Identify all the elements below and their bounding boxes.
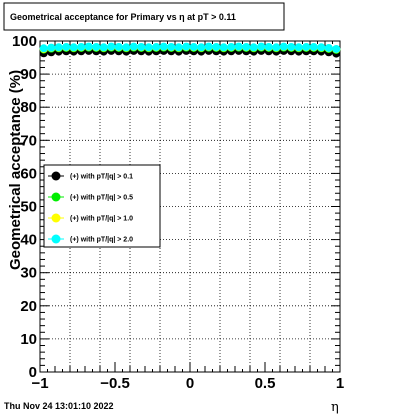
data-point [137,42,146,51]
data-point [249,43,258,52]
data-point [77,42,86,51]
y-tick-label: 70 [20,132,37,149]
x-axis-label: η [331,400,339,414]
data-point [159,42,168,51]
legend-label: (+) with pT/|q| > 2.0 [70,237,133,244]
legend-entry: (+) with pT/|q| > 0.5 [48,192,133,202]
data-point [69,43,78,52]
data-series [39,42,341,58]
data-point [129,42,138,51]
data-point [279,42,288,51]
data-point [47,43,56,52]
y-tick-label: 40 [20,232,37,249]
data-point [204,42,213,51]
legend-box [43,164,161,248]
legend-label: (+) with pT/|q| > 0.1 [70,174,133,181]
x-tick-labels: −1 −0.5 0 0.5 1 [31,375,344,392]
data-point [107,42,116,51]
legend: (+) with pT/|q| > 0.1 (+) with pT/|q| > 0… [43,164,161,248]
data-point [242,42,251,51]
legend-label: (+) with pT/|q| > 1.0 [70,216,133,223]
legend-entries: (+) with pT/|q| > 0.1 (+) with pT/|q| > 0… [48,171,133,244]
data-point [287,42,296,51]
data-point [324,43,333,52]
y-tick-label: 20 [20,298,37,315]
data-point [257,42,266,51]
data-point [234,42,243,51]
data-point [317,43,326,52]
data-point [54,43,63,52]
x-tick-label: 0.5 [255,375,276,392]
x-tick-label: −0.5 [100,375,130,392]
data-point [167,42,176,51]
legend-marker [51,234,61,244]
data-point [272,43,281,52]
y-axis-label: Geometrical acceptance (%) [7,70,24,270]
data-point [197,43,206,52]
data-point [212,42,221,51]
series-4 [39,42,341,53]
data-point [309,42,318,51]
x-tick-label: 1 [336,375,344,392]
data-point [219,43,228,52]
legend-marker [51,213,61,223]
y-tick-label: 100 [12,33,37,50]
data-point [302,42,311,51]
chart-title: Geometrical acceptance for Primary vs η … [10,12,236,22]
data-point [114,42,123,51]
data-point [152,42,161,51]
data-point [144,43,153,52]
y-tick-labels: 0 10 20 30 40 50 60 70 80 90 100 [12,33,37,381]
legend-entry: (+) with pT/|q| > 1.0 [48,213,133,223]
data-point [294,43,303,52]
y-tick-label: 50 [20,199,37,216]
x-tick-label: −1 [31,375,48,392]
y-tick-label: 90 [20,66,37,83]
y-tick-label: 10 [20,331,37,348]
data-point [264,42,273,51]
data-point [189,42,198,51]
data-point [227,42,236,51]
data-point [122,43,131,52]
data-point [62,42,71,51]
data-point [84,42,93,51]
data-point [332,44,341,53]
legend-label: (+) with pT/|q| > 0.5 [70,195,133,202]
data-point [174,43,183,52]
title-box: Geometrical acceptance for Primary vs η … [3,2,285,31]
y-tick-label: 80 [20,99,37,116]
legend-entry: (+) with pT/|q| > 0.1 [48,171,133,181]
data-point [99,43,108,52]
legend-marker [51,192,61,202]
data-point [182,42,191,51]
data-point [92,42,101,51]
legend-marker [51,171,61,181]
x-tick-label: 0 [186,375,194,392]
data-point [39,44,48,53]
legend-entry: (+) with pT/|q| > 2.0 [48,234,133,244]
y-tick-label: 60 [20,165,37,182]
footer-timestamp: Thu Nov 24 13:01:10 2022 [4,401,114,411]
y-tick-label: 0 [29,364,37,381]
y-tick-label: 30 [20,265,37,282]
